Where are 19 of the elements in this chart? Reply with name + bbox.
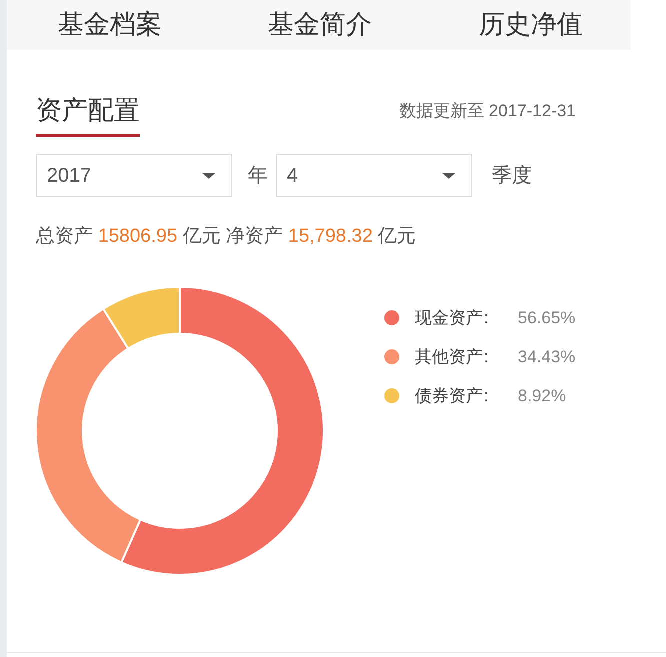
legend-label: 其他资产 bbox=[415, 348, 483, 366]
legend-label: 债券资产 bbox=[415, 386, 483, 406]
label: 季度 bbox=[492, 165, 532, 187]
totals: 总资产 15806.95 亿元 净资产 15,798.32 亿元 bbox=[36, 226, 416, 246]
title: 资产配置 bbox=[36, 95, 140, 125]
legend-separator: : bbox=[484, 386, 489, 406]
value-label: 34.43% bbox=[518, 348, 576, 366]
legend-label: 现金资产 bbox=[415, 308, 483, 328]
value-label: 56.65% bbox=[518, 308, 576, 328]
label: 年 bbox=[248, 165, 268, 187]
tab-label: 历史净值 bbox=[479, 9, 583, 39]
tab-label: 基金档案 bbox=[58, 9, 162, 39]
select-value: 4 bbox=[287, 165, 298, 187]
legend-separator: : bbox=[484, 348, 489, 366]
subtitle: 数据更新至 2017-12-31 bbox=[399, 102, 576, 120]
select-value: 2017 bbox=[47, 165, 92, 187]
legend-separator: : bbox=[484, 308, 489, 328]
value-label: 8.92% bbox=[518, 386, 566, 406]
tab-label: 基金简介 bbox=[268, 9, 372, 39]
